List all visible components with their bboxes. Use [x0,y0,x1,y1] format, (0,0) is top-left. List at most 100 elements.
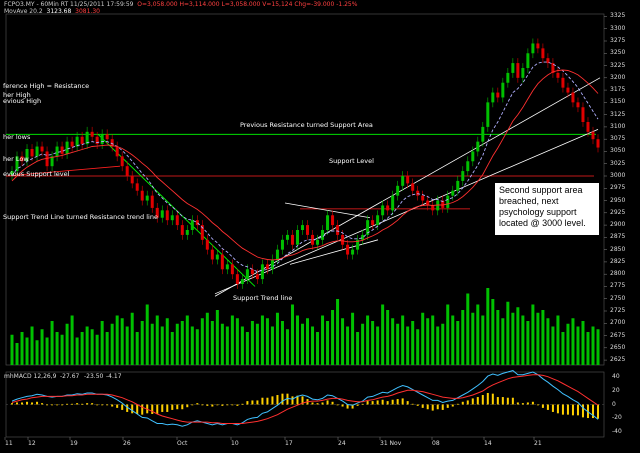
volume-bar [481,315,485,365]
y-tick-label: 2750 [610,294,626,302]
volume-bar [55,332,59,365]
volume-bar [115,315,119,365]
volume-bar [145,304,149,365]
macd-histogram-bar [191,404,194,406]
candle-body [75,136,79,147]
macd-histogram-bar [496,397,499,405]
volume-bars [10,288,600,365]
candle-body [170,215,174,221]
volume-bar [165,318,169,365]
macd-histogram-bar [366,401,369,405]
candle-body [155,207,159,218]
volume-bar [496,310,500,365]
macd-histogram-bar [11,403,13,405]
macd-histogram-bar [386,401,389,405]
movave-value-1: 3123.68 [46,8,72,15]
support-trendline-short [214,128,599,295]
volume-bar [431,315,435,365]
annotation-higher-lows: her lows [3,133,31,141]
candle-body [180,225,184,235]
y-tick-label: 3325 [610,12,626,20]
candle-body [471,151,475,162]
signal-line [11,374,599,424]
candle-body [35,146,39,157]
volume-bar [566,323,570,365]
macd-histogram-bar [346,404,349,409]
macd-histogram-bar [26,401,29,405]
y-tick-label: 3050 [610,147,626,155]
volume-bar [571,318,575,365]
price-candles [10,38,600,289]
volume-bar [576,326,580,365]
volume-bar [426,318,430,365]
volume-bar [50,321,54,365]
macd-line [11,370,599,427]
annotation-reference-high: ference High = Resistance [3,82,90,90]
macd-histogram-bar [221,404,224,406]
candle-body [396,185,400,196]
candle-body [511,63,515,73]
moving-averages [11,61,599,273]
y-tick-label: 2875 [610,233,626,241]
macd-histogram-bar [131,404,134,414]
volume-bar [190,326,194,365]
prev-support-red-line [5,165,121,177]
volume-bar [175,323,179,365]
x-tick-label: 10 [231,440,239,447]
candle-body [491,92,495,103]
macd-histogram-bar [401,398,404,405]
macd-histogram-bar [361,403,364,405]
macd-histogram-bar [281,393,284,405]
volume-bar [416,329,420,365]
volume-bar [70,315,74,365]
macd-histogram-bar [486,392,489,405]
y-tick-label: 3300 [610,24,626,32]
candle-body [280,239,284,250]
y-tick-label: 2725 [610,307,626,314]
volume-bar [356,332,360,365]
candle-body [15,156,19,172]
candle-body [351,249,355,255]
movave-label: MovAve 20.2 [4,8,43,15]
ohlc-line: O=3,058.000 H=3,114.000 L=3,058.000 V=15… [137,1,358,8]
volume-bar [476,304,480,365]
macd-histogram-bar [301,396,304,405]
candle-body [40,146,44,152]
volume-bar [220,323,224,365]
candle-body [270,259,274,270]
volume-bar [466,293,470,365]
volume-bar [591,326,595,365]
candle-body [125,166,129,176]
macd-histogram-bar [576,404,579,416]
candle-body [366,220,370,235]
volume-bar [371,321,375,365]
downtrend-green-line [97,133,256,287]
candle-body [546,58,550,64]
macd-histogram-bar [226,404,229,406]
macd-histogram-bar [341,404,344,407]
volume-bar [461,310,465,365]
volume-bar [40,329,44,365]
candle-body [250,269,254,275]
volume-bar [306,318,310,365]
candle-body [531,43,535,54]
y-tick-label: 2775 [610,282,626,290]
symbol-header: FCPO3.MY - 60Min RT 11/25/2011 17:59:59 … [4,1,357,8]
candle-body [506,72,510,83]
macd-histogram-bar [216,404,219,406]
macd-histogram-bar [211,404,214,407]
volume-bar [225,326,229,365]
macd-histogram-bar [326,400,329,405]
candle-body [496,92,500,98]
annotation-previous-support: evious Support level [3,170,70,178]
candle-body [576,102,580,108]
candle-body [45,151,49,167]
volume-bar [446,304,450,365]
candle-body [230,264,234,275]
candle-body [586,122,590,132]
candle-body [85,131,89,145]
volume-bar [260,315,264,365]
y-tick-label: 3250 [610,49,626,57]
macd-histogram-bar [286,393,289,405]
candle-body [240,279,244,284]
